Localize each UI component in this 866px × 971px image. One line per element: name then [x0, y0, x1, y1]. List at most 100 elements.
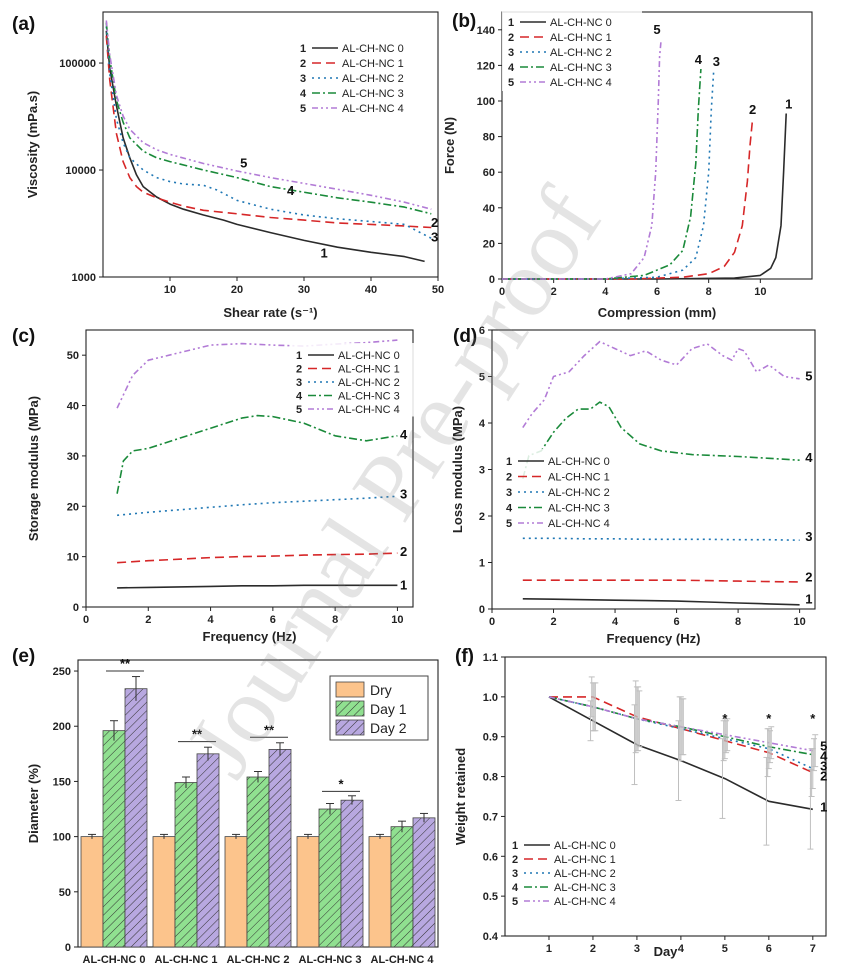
x-tick-label: 8 [332, 614, 338, 626]
x-tick-label: 6 [766, 943, 772, 955]
x-tick-label: 7 [810, 943, 816, 955]
x-tick-label: 0 [83, 614, 89, 626]
panel-label: (c) [12, 326, 35, 347]
legend-label: Dry [370, 682, 392, 698]
y-tick-label: 0.6 [483, 851, 498, 863]
legend-box [294, 36, 434, 117]
chart-panel-d: (d) 0 2 4 6 8 10 0 1 2 3 4 5 6 Frequency (Hz) Loss modu… [450, 325, 816, 646]
legend-label: AL-CH-NC 1 [554, 854, 616, 866]
chart-panel-a: (a) 10 20 30 40 50 1000 10000 100000 Shear rate (… [12, 11, 444, 320]
legend-number: 5 [300, 103, 306, 115]
curve-label: 5 [240, 156, 247, 171]
curve-label: 2 [400, 544, 407, 559]
legend-label: AL-CH-NC 2 [548, 487, 610, 499]
legend-label: AL-CH-NC 4 [554, 896, 616, 908]
x-tick-label: 2 [551, 286, 557, 298]
legend-swatch [335, 719, 365, 736]
series-line [116, 414, 398, 494]
x-tick-label: AL-CH-NC 1 [155, 954, 218, 966]
x-tick-label: 6 [674, 616, 680, 628]
x-tick-label: 30 [298, 284, 310, 296]
legend-number: 3 [512, 868, 518, 880]
series-line [117, 552, 398, 564]
series-line [105, 35, 432, 229]
curve-label: 3 [431, 229, 438, 244]
panel-label: (f) [455, 646, 474, 667]
y-tick-label: 10 [67, 552, 79, 564]
y-tick-label: 30 [67, 451, 79, 463]
curve-label: 5 [805, 369, 812, 384]
y-tick-label: 250 [53, 666, 71, 678]
y-tick-label: 80 [483, 132, 495, 144]
y-axis-label: Storage modulus (MPa) [26, 396, 41, 541]
chart-panel-b: (b)0 2 4 6 8 10020406080100120140Compression … [442, 10, 813, 320]
series-line [522, 537, 800, 541]
legend-label: AL-CH-NC 0 [338, 350, 400, 362]
bar [102, 730, 126, 948]
series-line [117, 584, 398, 589]
legend-number: 4 [508, 62, 515, 74]
y-tick-label: 1000 [72, 272, 96, 284]
significance-mark: * [722, 711, 728, 726]
y-axis-label: Viscosity (mPa.s) [25, 91, 40, 198]
panel-label: (e) [12, 646, 35, 667]
curve-label: 4 [400, 427, 408, 442]
legend-number: 3 [296, 377, 302, 389]
y-tick-label: 6 [479, 325, 485, 337]
legend-number: 4 [296, 391, 303, 403]
x-axis-label: Frequency (Hz) [203, 629, 297, 644]
y-axis-label: Loss modulus (MPa) [450, 406, 465, 533]
curve-label: 2 [431, 215, 438, 230]
y-tick-label: 50 [67, 350, 79, 362]
legend-label: AL-CH-NC 3 [554, 882, 616, 894]
series-line [105, 20, 432, 210]
curve-label: 3 [400, 487, 407, 502]
legend-number: 2 [296, 364, 302, 376]
y-tick-label: 60 [483, 167, 495, 179]
x-tick-label: 20 [231, 284, 243, 296]
y-tick-label: 0.7 [483, 811, 498, 823]
y-tick-label: 0.9 [483, 732, 498, 744]
curve-label: 2 [805, 569, 812, 584]
curve-label: 1 [820, 800, 827, 815]
x-axis-label: Day [654, 944, 679, 959]
legend-number: 5 [508, 77, 514, 89]
legend-swatch [335, 681, 365, 698]
series-line [105, 26, 432, 240]
legend-number: 4 [512, 882, 519, 894]
curve-label: 3 [820, 759, 827, 774]
series-line [502, 68, 715, 280]
curve-label: 1 [320, 246, 327, 261]
x-tick-label: 0 [489, 616, 495, 628]
x-tick-label: 10 [391, 614, 403, 626]
bar [390, 826, 414, 948]
x-tick-label: 2 [550, 616, 556, 628]
x-tick-label: 10 [754, 286, 766, 298]
x-tick-label: 10 [793, 616, 805, 628]
legend-number: 3 [300, 73, 306, 85]
curve-label: 4 [695, 52, 703, 67]
bar [224, 836, 248, 948]
bar [246, 776, 270, 948]
x-tick-label: 3 [634, 943, 640, 955]
x-tick-label: AL-CH-NC 4 [371, 954, 435, 966]
legend-number: 1 [296, 350, 302, 362]
legend-label: AL-CH-NC 3 [548, 503, 610, 515]
legend-number: 1 [508, 17, 514, 29]
legend-label: Day 2 [370, 720, 407, 736]
y-tick-label: 0 [479, 604, 485, 616]
chart-panel-f: (f)1 2 3 4 5 6 70.40.50.60.70.80.91.01.1DayWei… [453, 646, 828, 959]
legend-label: AL-CH-NC 4 [550, 77, 612, 89]
y-tick-label: 20 [67, 501, 79, 513]
y-tick-label: 0.8 [483, 772, 498, 784]
chart-panel-c: (c) 0 2 4 6 8 10 0 10 20 30 40 50 Frequency (Hz) Stora… [12, 326, 430, 644]
curve-label: 4 [805, 450, 813, 465]
legend-label: AL-CH-NC 2 [550, 47, 612, 59]
legend-number: 5 [506, 518, 512, 530]
y-tick-label: 5 [479, 372, 485, 384]
x-tick-label: 0 [499, 286, 505, 298]
curve-label: 5 [820, 739, 827, 754]
plot-frame [85, 329, 414, 608]
legend-number: 5 [512, 896, 518, 908]
curve-label: 4 [287, 183, 295, 198]
